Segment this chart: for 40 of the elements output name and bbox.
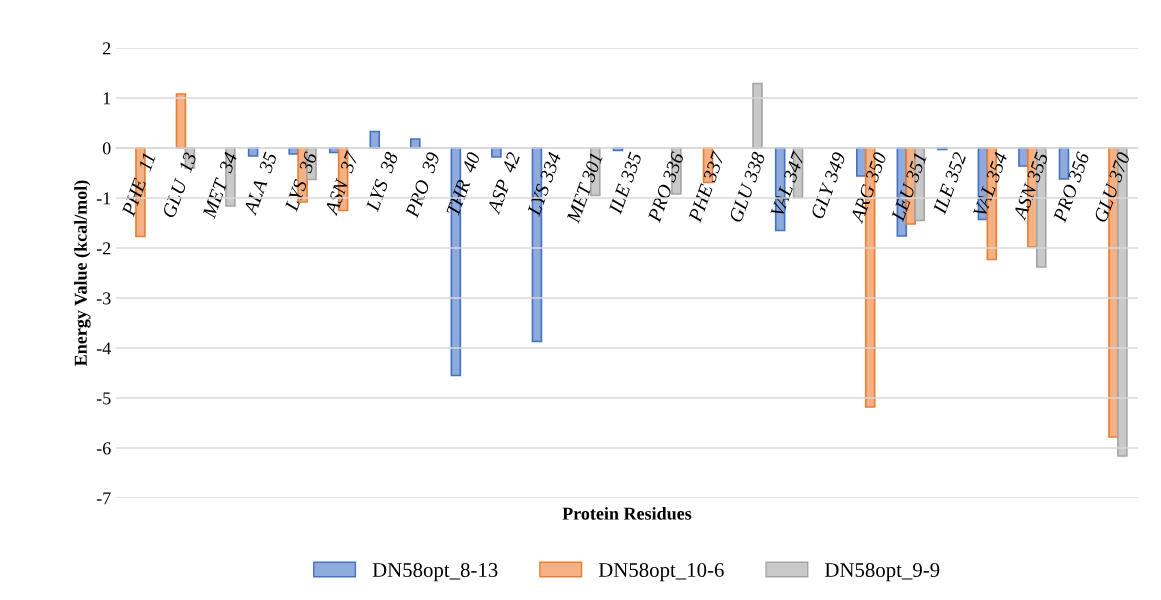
x-tick-label: PRO 39: [405, 151, 441, 219]
x-tick-label: MET 34: [202, 151, 238, 220]
y-tick-label: 2: [103, 42, 111, 55]
y-tick-label: 1: [103, 92, 111, 105]
x-tick-label: ILE 352: [932, 151, 967, 215]
x-tick-label: PHE 11: [121, 152, 156, 218]
y-tick-label: 0: [102, 142, 111, 155]
y-tick-label: -2: [96, 242, 111, 255]
legend-label: DN58opt_10-6: [598, 562, 724, 582]
legend-label: DN58opt_8-13: [372, 562, 498, 582]
x-tick-label: GLU 13: [161, 151, 197, 219]
x-tick-label: PRO 336: [647, 151, 685, 224]
x-tick-label: GLU 338: [728, 151, 766, 223]
x-tick-label: VAL 347: [770, 150, 806, 218]
x-tick-label: GLY 349: [810, 151, 846, 220]
x-tick-label: LYS 38: [365, 151, 399, 213]
x-tick-label: PHE 337: [688, 150, 726, 224]
x-tick-label: MET 301: [566, 152, 603, 224]
x-tick-label: GLU 370: [1093, 151, 1131, 223]
y-tick-label: -6: [96, 442, 111, 455]
x-tick-label: VAL 354: [973, 151, 1008, 218]
x-tick-label: ASN 355: [1012, 151, 1049, 221]
y-tick-label: -3: [96, 292, 111, 305]
y-tick-label: -1: [96, 192, 111, 205]
x-axis-title: Protein Residues: [562, 507, 692, 520]
y-tick-label: -5: [96, 392, 111, 405]
x-tick-label: ALA 35: [243, 151, 278, 217]
x-tick-label: ASN 37: [324, 150, 359, 217]
x-tick-label: LEU 351: [890, 152, 927, 223]
x-tick-label: LYS 36: [284, 151, 318, 213]
x-tick-label: ARG 350: [849, 151, 887, 224]
y-tick-label: -4: [96, 342, 111, 355]
x-tick-label: LYS 334: [526, 151, 562, 217]
x-tick-label: PRO 356: [1052, 151, 1090, 224]
y-axis-title: Energy Value (kcal/mol): [74, 180, 91, 366]
x-tick-label: ILE 335: [608, 151, 643, 215]
x-tick-label: ASP 42: [486, 151, 521, 215]
x-tick-label: THR 40: [446, 151, 481, 217]
legend-label: DN58opt_9-9: [824, 562, 940, 582]
y-tick-label: -7: [96, 492, 111, 505]
